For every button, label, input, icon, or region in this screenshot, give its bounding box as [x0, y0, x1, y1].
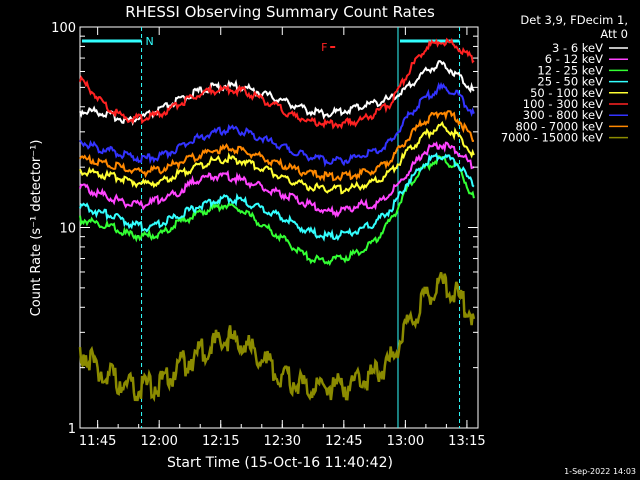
y-axis-label: Count Rate (s⁻¹ detector⁻¹) — [29, 140, 44, 317]
x-tick-label-3: 12:30 — [264, 434, 301, 449]
y-tick-label-2: 100 — [51, 21, 76, 36]
x-tick-label-6: 13:15 — [448, 434, 485, 449]
y-tick-label-0: 1 — [68, 422, 76, 437]
flare-label: F — [321, 41, 327, 54]
series-7-line — [79, 110, 474, 183]
x-tick-label-5: 13:00 — [387, 434, 424, 449]
series-4-line — [79, 120, 475, 195]
y-tick-label-1: 10 — [59, 222, 76, 237]
legend-label-0: 3 - 6 keV — [552, 41, 603, 55]
legend-label-6: 300 - 800 keV — [523, 108, 603, 122]
plot-frame — [79, 26, 479, 429]
x-tick-label-4: 12:45 — [325, 434, 362, 449]
night-label: N — [146, 35, 154, 48]
plot-border — [79, 26, 479, 429]
series-1-line — [79, 141, 475, 219]
x-tick-label-1: 12:00 — [140, 434, 177, 449]
legend-label-2: 12 - 25 keV — [537, 63, 603, 77]
legend-header-line-1: Det 3,9, FDecim 1, — [520, 13, 628, 27]
x-tick-label-2: 12:15 — [202, 434, 239, 449]
legend-label-7: 800 - 7000 keV — [515, 119, 603, 133]
series-8-line — [78, 271, 476, 403]
legend-header-line-2: Att 0 — [600, 27, 628, 41]
tick-layer: 11:45 12:00 12:15 12:30 12:45 13:00 13:15 1 10 10… — [51, 21, 485, 449]
date-stamp: 1-Sep-2022 14:03 — [564, 467, 636, 476]
series-5-line — [79, 37, 475, 130]
series-6-line — [79, 81, 475, 168]
x-tick-label-0: 11:45 — [79, 434, 116, 449]
series-layer — [78, 37, 476, 403]
legend-label-5: 100 - 300 keV — [523, 97, 603, 111]
series-3-line — [79, 152, 475, 242]
flare-marker — [330, 46, 336, 48]
legend-label-3: 25 - 50 keV — [537, 75, 603, 89]
x-axis-label: Start Time (15-Oct-16 11:40:42) — [167, 455, 393, 471]
legend-label-4: 50 - 100 keV — [530, 86, 603, 100]
legend-label-1: 6 - 12 keV — [545, 52, 603, 66]
series-0-line — [79, 60, 475, 127]
legend-label-8: 7000 - 15000 keV — [501, 131, 603, 145]
chart-title: RHESSI Observing Summary Count Rates — [125, 3, 435, 21]
